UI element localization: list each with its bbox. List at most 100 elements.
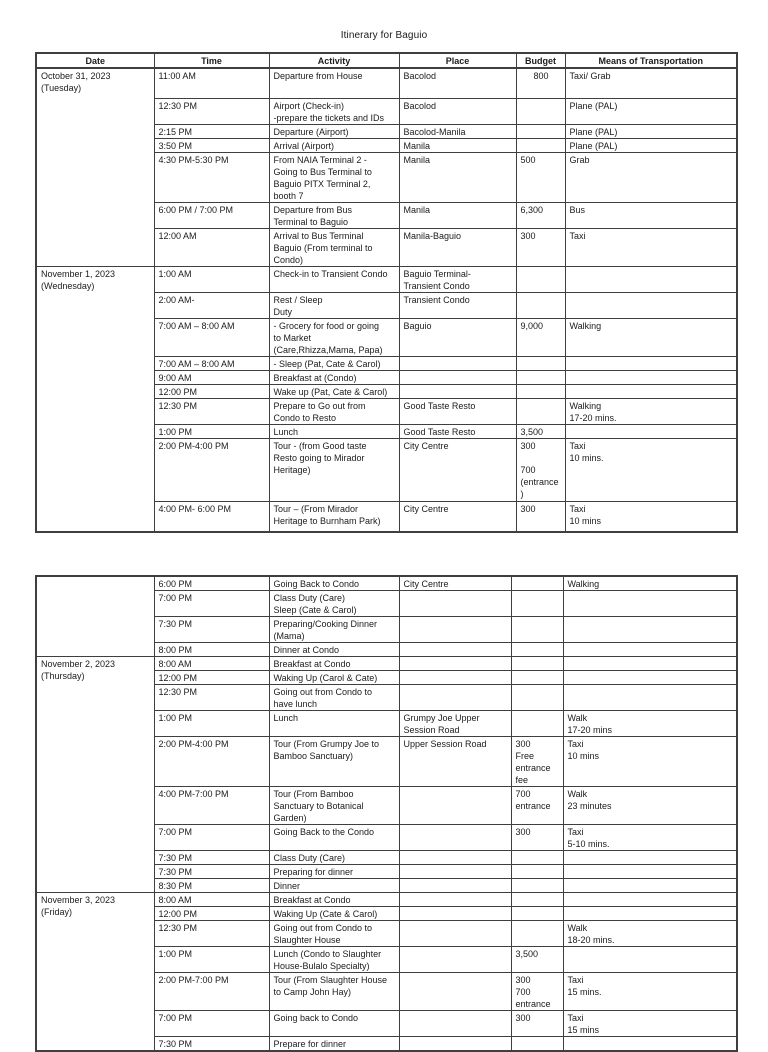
- cell-budget: [510, 710, 564, 737]
- cell-budget: 300: [510, 824, 564, 851]
- cell-budget: [515, 123, 566, 139]
- cell-place: Manila-Baguio: [398, 227, 517, 267]
- cell-place: Baguio Terminal- Transient Condo: [398, 265, 517, 293]
- cell-time: 12:30 PM: [153, 397, 270, 425]
- cell-transport: Grab: [564, 151, 738, 203]
- cell-time: 7:00 PM: [153, 590, 270, 617]
- cell-place: Upper Session Road: [398, 736, 512, 787]
- cell-budget: [515, 137, 566, 153]
- cell-transport: Plane (PAL): [564, 137, 738, 153]
- cell-transport: Taxi 10 mins: [562, 736, 738, 787]
- cell-place: [398, 656, 512, 671]
- cell-date: November 3, 2023 (Friday): [35, 892, 155, 1052]
- cell-place: [398, 892, 512, 907]
- cell-transport: [562, 1036, 738, 1052]
- cell-budget: [510, 920, 564, 947]
- cell-place: [398, 670, 512, 685]
- table-row: 1:00 PM Lunch Good Taste Resto 3,500: [36, 423, 738, 439]
- cell-budget: 9,000: [515, 317, 566, 357]
- itinerary-table-page-1: Date Time Activity Place Budget Means of Tran…: [35, 52, 738, 533]
- cell-activity: Tour (From Bamboo Sanctuary to Botanical…: [268, 786, 400, 825]
- table-row: 7:00 PM Going Back to the Condo 300 Taxi 5-…: [36, 824, 738, 851]
- table-row: 12:00 PM Waking Up (Carol & Cate): [36, 670, 738, 685]
- cell-place: [398, 616, 512, 643]
- cell-transport: [562, 864, 738, 879]
- cell-time: 12:00 PM: [153, 383, 270, 399]
- cell-activity: Lunch: [268, 710, 400, 737]
- cell-budget: 6,300: [515, 201, 566, 229]
- cell-time: 12:00 AM: [153, 227, 270, 267]
- table-row: 7:00 PM Class Duty (Care) Sleep (Cate & C…: [36, 590, 738, 617]
- cell-place: Transient Condo: [398, 291, 517, 319]
- cell-place: [398, 383, 517, 399]
- cell-transport: [562, 878, 738, 893]
- cell-budget: 300: [515, 500, 566, 533]
- cell-time: 12:00 PM: [153, 670, 270, 685]
- cell-transport: Taxi/ Grab: [564, 67, 738, 99]
- cell-activity: Tour (From Slaughter House to Camp John …: [268, 972, 400, 1011]
- cell-place: [398, 824, 512, 851]
- cell-budget: [510, 892, 564, 907]
- cell-budget: [510, 864, 564, 879]
- cell-place: [398, 906, 512, 921]
- cell-place: [398, 972, 512, 1011]
- cell-transport: Walk 17-20 mins: [562, 710, 738, 737]
- cell-budget: [510, 684, 564, 711]
- cell-time: 7:30 PM: [153, 850, 270, 865]
- cell-place: Manila: [398, 137, 517, 153]
- cell-activity: Departure from Bus Terminal to Baguio: [268, 201, 400, 229]
- table-row: October 31, 2023 (Tuesday) 11:00 AM Depart…: [35, 67, 738, 267]
- cell-activity: Departure from House: [268, 67, 400, 99]
- cell-transport: Taxi 10 mins: [564, 500, 738, 533]
- cell-transport: Taxi 5-10 mins.: [562, 824, 738, 851]
- cell-transport: [564, 291, 738, 319]
- cell-budget: [510, 1036, 564, 1052]
- column-header: Budget: [515, 52, 566, 69]
- table-row: 4:00 PM-7:00 PM Tour (From Bamboo Sanctua…: [36, 786, 738, 825]
- cell-activity: Preparing for dinner: [268, 864, 400, 879]
- cell-activity: Tour (From Grumpy Joe to Bamboo Sanctuar…: [268, 736, 400, 787]
- cell-place: [398, 850, 512, 865]
- table-row: 1:00 PM Lunch Grumpy Joe Upper Session Roa…: [36, 710, 738, 737]
- itinerary-table-page-2: 6:00 PM Going Back to Condo City Centre Wal…: [35, 575, 738, 1052]
- cell-activity: Arrival (Airport): [268, 137, 400, 153]
- table-row: November 2, 2023 (Thursday) 8:00 AM Breakf…: [35, 656, 738, 893]
- cell-activity: From NAIA Terminal 2 - Going to Bus Term…: [268, 151, 400, 203]
- cell-place: [398, 946, 512, 973]
- cell-time: 2:00 AM-: [153, 291, 270, 319]
- cell-transport: [562, 616, 738, 643]
- cell-budget: [510, 656, 564, 671]
- cell-transport: Walk 23 minutes: [562, 786, 738, 825]
- cell-transport: [562, 656, 738, 671]
- table-row: 7:30 PM Preparing/Cooking Dinner (Mama): [36, 616, 738, 643]
- cell-time: 12:30 PM: [153, 920, 270, 947]
- table-row: 2:00 PM-4:00 PM Tour (From Grumpy Joe to …: [36, 736, 738, 787]
- cell-transport: [562, 906, 738, 921]
- cell-place: [398, 878, 512, 893]
- cell-activity: Breakfast at Condo: [268, 656, 400, 671]
- table-row: 6:00 PM Going Back to Condo City Centre Wal…: [35, 575, 738, 657]
- cell-transport: Taxi 15 mins.: [562, 972, 738, 1011]
- cell-budget: [515, 265, 566, 293]
- cell-transport: [564, 355, 738, 371]
- cell-budget: [510, 642, 564, 657]
- cell-time: 2:00 PM-4:00 PM: [153, 736, 270, 787]
- cell-activity: - Sleep (Pat, Cate & Carol): [268, 355, 400, 371]
- cell-activity: Going Back to the Condo: [268, 824, 400, 851]
- header-row: Date Time Activity Place Budget Means of Tran…: [35, 52, 738, 69]
- cell-time: 8:30 PM: [153, 878, 270, 893]
- cell-time: 2:15 PM: [153, 123, 270, 139]
- cell-transport: [562, 670, 738, 685]
- cell-time: 1:00 AM: [153, 265, 270, 293]
- cell-time: 6:00 PM / 7:00 PM: [153, 201, 270, 229]
- table-row: 8:30 PM Dinner: [36, 878, 738, 893]
- cell-budget: [515, 355, 566, 371]
- cell-budget: 500: [515, 151, 566, 203]
- cell-time: 7:30 PM: [153, 1036, 270, 1052]
- cell-time: 12:00 PM: [153, 906, 270, 921]
- cell-place: Bacolod-Manila: [398, 123, 517, 139]
- page-title: Itinerary for Baguio: [340, 30, 428, 41]
- cell-place: Good Taste Resto: [398, 423, 517, 439]
- cell-budget: [510, 670, 564, 685]
- cell-budget: 800: [515, 67, 566, 99]
